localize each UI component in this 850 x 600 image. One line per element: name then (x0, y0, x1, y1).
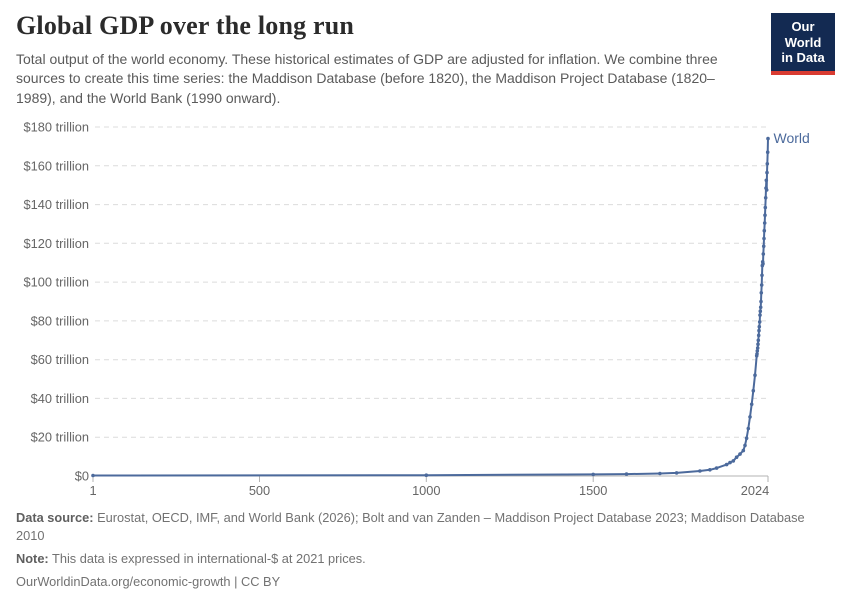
y-tick-label: $40 trillion (31, 391, 89, 406)
data-point-marker (759, 291, 764, 295)
data-point-marker (746, 426, 751, 431)
page-title: Global GDP over the long run (16, 11, 355, 40)
data-point-marker (761, 244, 766, 248)
data-point-marker (759, 283, 764, 287)
data-point-marker (757, 320, 762, 324)
y-tick-label: $20 trillion (31, 430, 89, 445)
owid-logo-line2: in Data (781, 50, 825, 66)
data-point-marker (764, 188, 769, 192)
x-tick-label: 1000 (412, 483, 440, 498)
data-point-marker (765, 150, 770, 154)
data-point-marker (749, 402, 754, 407)
data-point-marker (758, 313, 762, 317)
data-source-label: Data source: (16, 510, 94, 525)
data-point-marker (658, 471, 662, 476)
data-point-marker (751, 388, 756, 393)
x-tick-label: 2024 (741, 483, 769, 498)
x-tick-label: 500 (249, 483, 270, 498)
series-label: World (774, 130, 810, 146)
data-point-marker (763, 205, 768, 210)
data-point-marker (728, 460, 732, 465)
data-point-marker (755, 349, 760, 353)
data-point-marker (761, 261, 765, 266)
y-tick-label: $60 trillion (31, 352, 89, 367)
data-point-marker (91, 473, 95, 478)
data-point-marker (764, 178, 769, 183)
y-tick-label: $160 trillion (24, 158, 89, 173)
x-tick-label: 1 (89, 483, 96, 498)
y-tick-label: $180 trillion (24, 120, 89, 135)
data-point-marker (731, 459, 736, 463)
data-point-marker (755, 352, 759, 356)
data-point-marker (624, 472, 629, 476)
data-point-marker (765, 162, 770, 166)
owid-logo-line1: Our World (784, 19, 822, 50)
data-point-marker (698, 469, 702, 473)
chart-subtitle: Total output of the world economy. These… (16, 51, 718, 106)
data-point-marker (756, 342, 760, 347)
y-tick-label: $120 trillion (24, 236, 89, 251)
owid-logo[interactable]: Our World in Data (771, 13, 835, 75)
data-point-marker (762, 221, 767, 225)
note-text: This data is expressed in international-… (48, 551, 366, 567)
data-point-marker (756, 333, 761, 338)
data-point-marker (760, 273, 764, 278)
data-point-marker (758, 305, 763, 310)
data-point-marker (734, 455, 739, 460)
data-point-marker (761, 252, 766, 256)
x-tick-label: 1500 (579, 483, 607, 498)
data-point-marker (758, 309, 763, 314)
footer-data-source: Data source: Eurostat, OECD, IMF, and Wo… (16, 509, 822, 545)
chart-footer: Data source: Eurostat, OECD, IMF, and Wo… (16, 509, 822, 597)
data-point-marker (765, 170, 769, 175)
y-tick-label: $100 trillion (24, 275, 89, 290)
footer-citation: OurWorldinData.org/economic-growth | CC … (16, 574, 281, 590)
data-point-marker (763, 213, 767, 217)
data-point-marker (738, 452, 742, 456)
data-point-marker (708, 468, 712, 472)
data-point-marker (759, 299, 763, 304)
data-point-marker (744, 436, 749, 441)
note-label: Note: (16, 551, 49, 567)
data-point-marker (757, 328, 761, 333)
data-point-marker (714, 466, 719, 470)
y-tick-label: $0 (75, 469, 89, 484)
data-point-marker (724, 462, 729, 467)
data-point-marker (763, 196, 768, 200)
data-point-marker (743, 443, 747, 448)
y-tick-label: $140 trillion (24, 197, 89, 212)
y-tick-label: $80 trillion (31, 313, 89, 328)
data-point-marker (748, 415, 752, 419)
data-point-marker (762, 236, 766, 241)
data-point-marker (756, 338, 761, 343)
data-point-marker (753, 373, 757, 378)
footer-note: Note: This data is expressed in internat… (16, 550, 822, 568)
data-source-text: Eurostat, OECD, IMF, and World Bank (202… (16, 510, 805, 544)
data-point-marker (741, 448, 746, 453)
data-point-marker (591, 472, 595, 477)
data-point-marker (757, 324, 762, 329)
data-point-marker (424, 473, 429, 478)
world-gdp-line (92, 137, 769, 477)
data-point-marker (762, 228, 767, 233)
data-point-marker (755, 346, 760, 350)
data-point-marker (674, 471, 679, 475)
data-point-marker (766, 136, 770, 141)
